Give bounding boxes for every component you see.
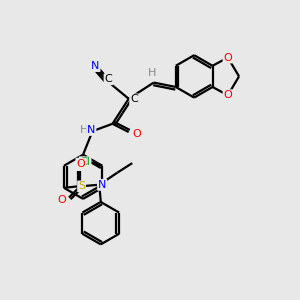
Text: O: O: [57, 196, 66, 206]
Text: S: S: [78, 182, 85, 191]
Text: C: C: [130, 94, 138, 104]
Text: H: H: [148, 68, 156, 78]
Text: N: N: [87, 125, 95, 135]
Text: N: N: [98, 180, 106, 190]
Text: O: O: [76, 159, 85, 169]
Text: N: N: [91, 61, 100, 71]
Text: C: C: [104, 74, 112, 84]
Text: Cl: Cl: [80, 157, 91, 167]
Text: H: H: [80, 125, 88, 135]
Text: O: O: [133, 128, 141, 139]
Text: O: O: [224, 52, 232, 62]
Text: O: O: [224, 90, 232, 100]
